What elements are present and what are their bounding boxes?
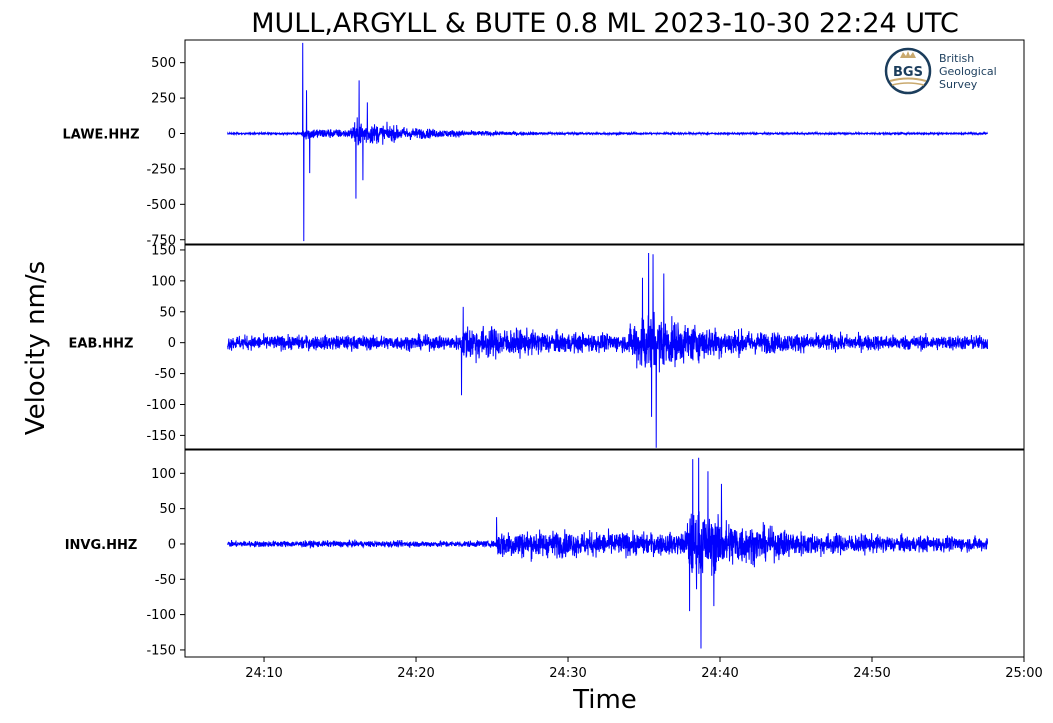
y-tick-label: 0: [168, 537, 176, 552]
y-tick-label: 50: [159, 502, 176, 517]
y-tick-label: 150: [151, 243, 176, 258]
y-tick-label: -500: [146, 198, 176, 213]
y-tick-label: -250: [146, 162, 176, 177]
station-label: EAB.HHZ: [69, 337, 134, 352]
logo-line-3: Survey: [939, 78, 978, 91]
logo-line-2: Geological: [939, 65, 997, 78]
logo-wave-2: [891, 82, 925, 86]
logo-ring: [884, 47, 932, 95]
panels: 5002500-250-500-750LAWE.HHZ150100500-50-…: [62, 39, 1025, 658]
y-axis-label: Velocity nm/s: [21, 261, 51, 435]
x-tick-label: 25:00: [1005, 666, 1042, 681]
station-label: LAWE.HHZ: [62, 128, 139, 143]
x-axis: 24:10 24:20 24:30 24:40 24:50 25:00: [245, 657, 1043, 681]
panel-frame: [184, 244, 1025, 450]
chart-title: MULL,ARGYLL & BUTE 0.8 ML 2023-10-30 22:…: [251, 8, 959, 39]
y-tick-label: 250: [151, 92, 176, 107]
panel-frame: [184, 449, 1025, 658]
y-tick-label: -150: [146, 429, 176, 444]
x-tick-label: 24:40: [701, 666, 738, 681]
y-tick-label: -750: [146, 233, 176, 248]
logo-monogram: BGS: [893, 65, 923, 80]
y-tick-label: 500: [151, 56, 176, 71]
y-tick-label: 100: [151, 467, 176, 482]
y-tick-label: -150: [146, 643, 176, 658]
waveform-trace: [227, 253, 989, 448]
y-tick-label: 50: [159, 305, 176, 320]
y-tick-label: -100: [146, 608, 176, 623]
x-axis-label: Time: [572, 685, 637, 715]
x-tick-label: 24:20: [397, 666, 434, 681]
station-label: INVG.HHZ: [65, 538, 138, 553]
panel-frame: [184, 39, 1025, 245]
logo-wave-1: [889, 77, 927, 82]
logo-line-1: British: [939, 52, 974, 65]
crown-icon: [900, 51, 916, 58]
x-tick-label: 24:50: [853, 666, 890, 681]
y-tick-label: 0: [168, 127, 176, 142]
bgs-logo: BGS British Geological Survey: [884, 47, 997, 95]
x-tick-label: 24:30: [549, 666, 586, 681]
panel-lawe-hhz: 500 250 0 -250 -500 -750 LAWE.HHZ: [62, 39, 1025, 248]
y-tick-label: 0: [168, 336, 176, 351]
panel-invg-hhz: 100 50 0 -50 -100 -150 INVG.HHZ: [65, 449, 1025, 658]
waveform-trace: [227, 457, 989, 649]
y-tick-label: -50: [155, 573, 176, 588]
y-tick-label: -50: [155, 367, 176, 382]
y-tick-label: -100: [146, 398, 176, 413]
waveform-trace: [227, 42, 988, 242]
x-tick-label: 24:10: [245, 666, 282, 681]
y-tick-label: 100: [151, 274, 176, 289]
panel-eab-hhz: 150 100 50 0 -50 -100 -150 EAB.HHZ: [69, 243, 1025, 450]
